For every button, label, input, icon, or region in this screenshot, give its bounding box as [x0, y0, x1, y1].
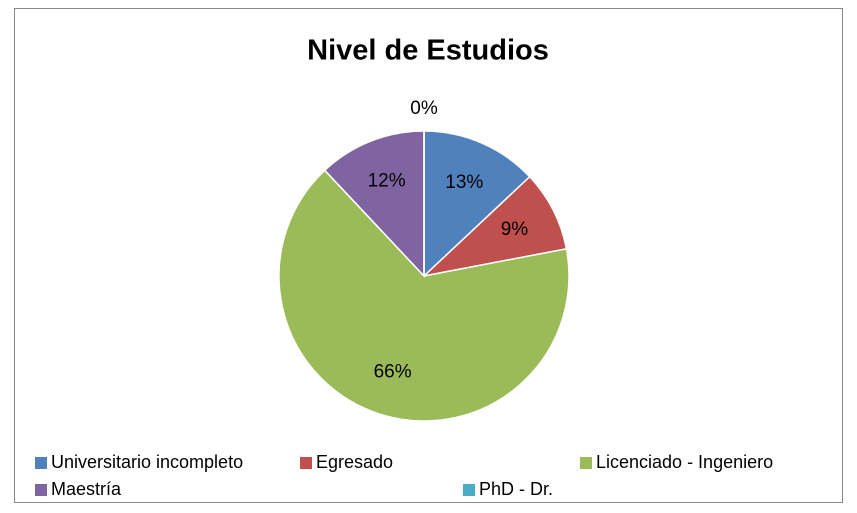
data-label: 13% — [445, 172, 483, 193]
chart-title: Nivel de Estudios — [307, 35, 549, 67]
legend-label: Egresado — [316, 452, 393, 472]
legend-swatch — [300, 457, 312, 469]
legend-swatch — [463, 484, 475, 496]
pie-slice — [421, 175, 568, 278]
pie-slice — [323, 130, 425, 278]
pie-slice — [278, 169, 570, 422]
legend-label: PhD - Dr. — [479, 479, 553, 499]
data-label: 0% — [410, 98, 438, 119]
data-label: 12% — [368, 171, 406, 192]
data-label: 66% — [374, 362, 412, 383]
legend-label: Licenciado - Ingeniero — [596, 452, 773, 472]
data-label: 9% — [501, 219, 529, 240]
legend-label: Universitario incompleto — [51, 452, 243, 472]
pie-slice — [423, 130, 531, 278]
legend-swatch — [35, 457, 47, 469]
legend-label: Maestría — [51, 479, 122, 499]
legend-swatch — [35, 484, 47, 496]
legend-swatch — [580, 457, 592, 469]
